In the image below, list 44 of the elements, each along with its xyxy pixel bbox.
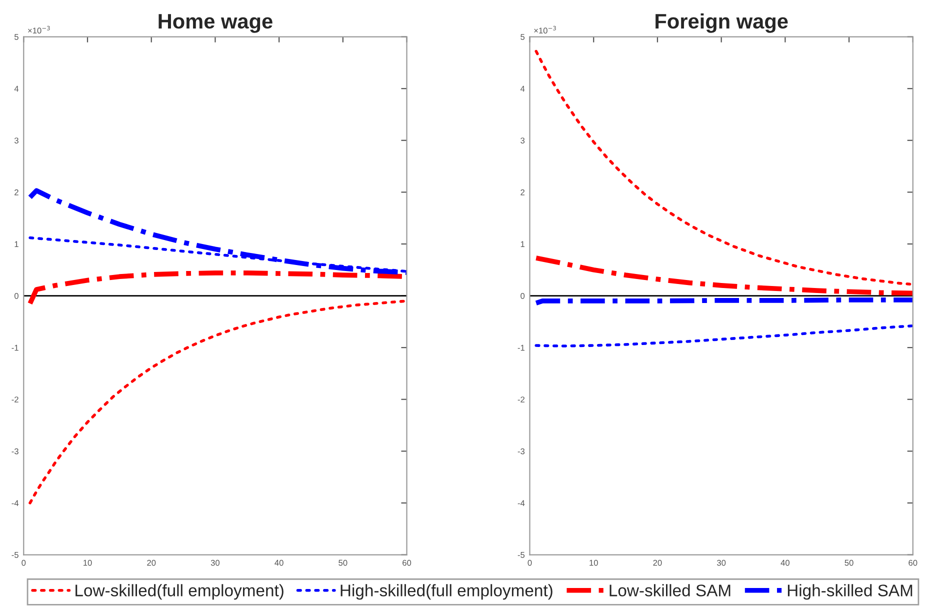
legend-label: High-skilled SAM <box>788 584 912 600</box>
x-tick-label: 10 <box>590 560 598 566</box>
y-tick-label: -3 <box>12 448 18 454</box>
x-tick-label: 20 <box>147 560 156 566</box>
y-tick-label: 5 <box>520 34 525 40</box>
x-tick-label: 30 <box>717 560 726 566</box>
y-tick-label: 3 <box>520 138 525 144</box>
x-tick-label: 40 <box>780 560 790 566</box>
y-tick-label: 0 <box>520 292 525 299</box>
y-tick-label: 4 <box>520 86 525 92</box>
y-tick-label: -1 <box>518 344 524 351</box>
y-tick-label: -2 <box>518 396 524 402</box>
chart-title: Home wage <box>158 14 272 33</box>
y-tick-label: 2 <box>14 189 18 196</box>
chart-title: Foreign wage <box>656 13 788 33</box>
y-tick-label: -5 <box>12 552 18 558</box>
y-tick-label: 1 <box>520 241 524 247</box>
x-tick-label: 50 <box>844 560 854 566</box>
y-tick-label: -3 <box>518 448 525 454</box>
y-tick-label: 0 <box>14 292 18 299</box>
legend-label: Low-skilled SAM <box>610 584 730 596</box>
x-tick-label: 20 <box>653 560 662 566</box>
y-tick-label: -5 <box>518 552 525 558</box>
y-tick-label: 2 <box>520 189 524 196</box>
x-tick-label: 0 <box>528 560 532 566</box>
y-tick-label: -1 <box>12 344 18 351</box>
legend-label: High-skilled(full employment) <box>340 584 552 600</box>
text: ×10$^{−3}$ <box>534 26 556 34</box>
y-tick-label: -2 <box>12 396 18 402</box>
y-tick-label: 5 <box>14 34 18 40</box>
y-tick-label: 4 <box>14 86 19 92</box>
x-tick-label: 0 <box>22 560 26 566</box>
x-tick-label: 60 <box>908 560 918 566</box>
y-tick-label: -4 <box>12 500 19 506</box>
x-tick-label: 30 <box>210 560 220 566</box>
legend-label: Low-skilled(full employment) <box>76 584 284 600</box>
y-tick-label: -4 <box>518 500 525 506</box>
y-tick-label: 1 <box>14 241 18 247</box>
text: ×10$^{−3}$ <box>28 26 50 34</box>
y-tick-label: 3 <box>14 138 18 144</box>
x-tick-label: 10 <box>84 560 92 566</box>
x-tick-label: 60 <box>402 560 412 566</box>
x-tick-label: 40 <box>274 560 284 566</box>
x-tick-label: 50 <box>338 560 348 566</box>
